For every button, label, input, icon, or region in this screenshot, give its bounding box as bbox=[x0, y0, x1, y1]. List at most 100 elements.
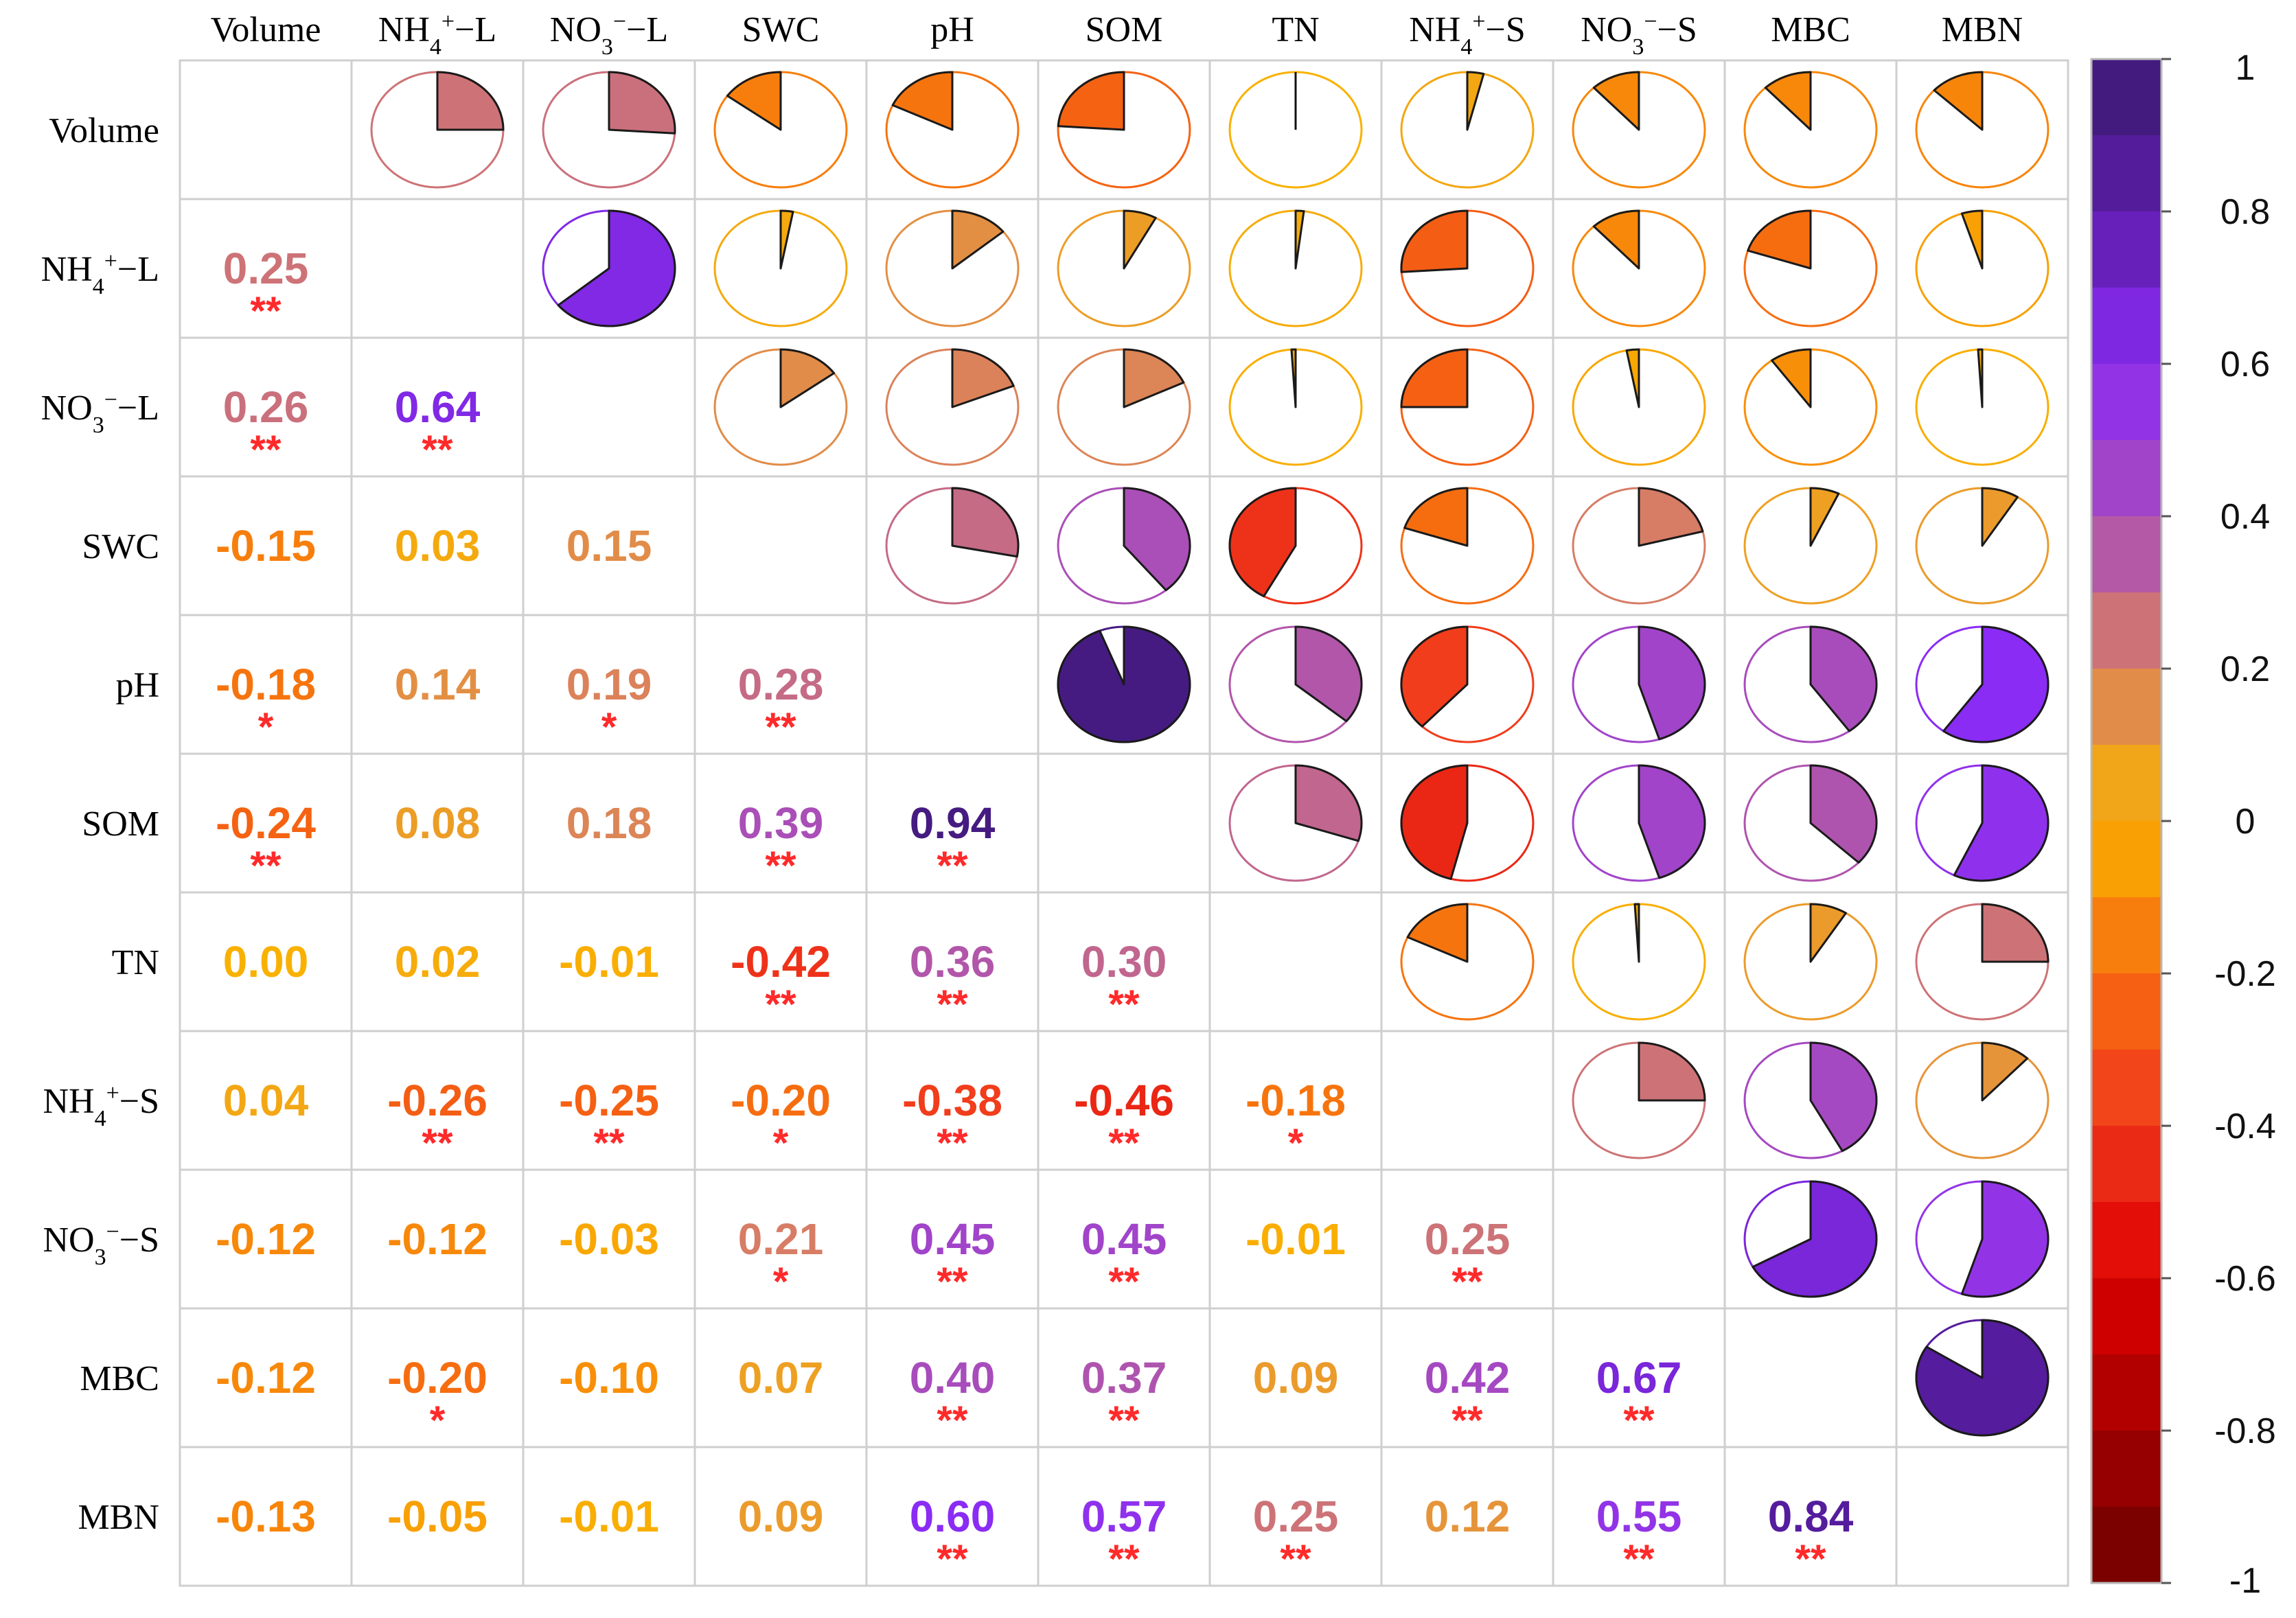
correlation-value: 0.37 bbox=[1081, 1353, 1167, 1402]
colorbar-segment bbox=[2091, 516, 2161, 593]
significance-stars: ** bbox=[1451, 1260, 1483, 1304]
pie-slice bbox=[1592, 209, 1640, 270]
pie-glyph bbox=[1400, 764, 1535, 882]
pie-slice bbox=[1915, 1319, 2050, 1437]
pie-glyph bbox=[1915, 625, 2050, 743]
significance-stars: ** bbox=[1108, 1260, 1140, 1304]
colorbar-tick-label: -1 bbox=[2229, 1561, 2261, 1601]
colorbar-tick-label: 1 bbox=[2236, 48, 2255, 88]
pie-slice bbox=[1123, 348, 1185, 408]
colorbar-tick-label: -0.2 bbox=[2214, 954, 2276, 994]
pie-glyph bbox=[1228, 348, 1363, 466]
pie-glyph bbox=[1400, 487, 1535, 605]
pie-glyph bbox=[1400, 71, 1535, 189]
pie-glyph bbox=[1228, 209, 1363, 327]
pie-slice bbox=[1400, 209, 1469, 273]
correlation-value: -0.26 bbox=[387, 1076, 487, 1125]
correlation-value: -0.13 bbox=[216, 1492, 316, 1541]
pie-slice bbox=[1960, 1180, 2050, 1298]
row-label: pH bbox=[115, 666, 159, 705]
column-label: SWC bbox=[742, 10, 820, 49]
pie-slice bbox=[1809, 625, 1878, 732]
correlation-value: 0.26 bbox=[223, 382, 309, 432]
colorbar-segment bbox=[2091, 364, 2161, 441]
pie-glyph bbox=[1743, 487, 1878, 605]
colorbar-segment bbox=[2091, 288, 2161, 365]
correlation-value: 0.00 bbox=[223, 937, 309, 986]
colorbar-segment bbox=[2091, 211, 2161, 288]
correlation-value: -0.01 bbox=[559, 1492, 659, 1541]
colorbar-segment bbox=[2091, 1507, 2161, 1584]
pie-slice bbox=[1809, 903, 1847, 963]
pie-slice bbox=[1981, 1041, 2029, 1102]
row-label: Volume bbox=[49, 111, 159, 150]
pie-glyph bbox=[1228, 625, 1363, 743]
significance-stars: ** bbox=[250, 428, 282, 472]
pie-glyph bbox=[1915, 903, 2050, 1021]
column-label: MBN bbox=[1942, 10, 2023, 49]
pie-slice bbox=[608, 71, 676, 135]
pie-glyph bbox=[1400, 903, 1535, 1021]
correlation-value: 0.25 bbox=[1425, 1214, 1511, 1264]
pie-slice bbox=[1638, 764, 1706, 879]
pie-slice bbox=[436, 71, 505, 131]
correlation-value: 0.57 bbox=[1081, 1492, 1167, 1541]
colorbar-segment bbox=[2091, 1278, 2161, 1355]
correlation-value: -0.20 bbox=[731, 1076, 831, 1125]
correlation-value: 0.19 bbox=[566, 660, 652, 709]
pie-glyph bbox=[1743, 209, 1878, 327]
pie-glyph bbox=[1743, 348, 1878, 466]
significance-stars: ** bbox=[1108, 982, 1140, 1027]
correlation-value: 0.09 bbox=[1253, 1353, 1339, 1402]
pie-slice bbox=[891, 71, 954, 131]
pie-glyph bbox=[1915, 71, 2050, 189]
pie-glyph bbox=[1572, 487, 1706, 605]
row-label: MBC bbox=[80, 1359, 159, 1398]
pie-slice bbox=[1466, 71, 1485, 131]
correlation-value: -0.12 bbox=[216, 1214, 316, 1264]
pie-glyph bbox=[1572, 1041, 1706, 1159]
correlation-value: -0.24 bbox=[216, 798, 316, 848]
column-label: NH4+−L bbox=[378, 9, 496, 60]
correlation-value: -0.25 bbox=[559, 1076, 659, 1125]
pie-slice bbox=[1953, 764, 2050, 882]
pie-slice bbox=[1638, 1041, 1706, 1102]
pie-glyph bbox=[1400, 348, 1535, 466]
significance-stars: ** bbox=[765, 844, 796, 888]
correlation-value: -0.05 bbox=[387, 1492, 487, 1541]
correlation-value: -0.42 bbox=[731, 937, 831, 986]
correlation-value: -0.03 bbox=[559, 1214, 659, 1264]
colorbar-segment bbox=[2091, 59, 2161, 136]
colorbar-segment bbox=[2091, 1431, 2161, 1507]
pie-slice bbox=[1290, 348, 1297, 408]
pie-slice bbox=[1400, 348, 1469, 408]
correlation-value: 0.42 bbox=[1425, 1353, 1511, 1402]
colorbar-segment bbox=[2091, 821, 2161, 898]
correlation-value: 0.03 bbox=[395, 521, 481, 570]
significance-stars: ** bbox=[1108, 1398, 1140, 1443]
significance-stars: ** bbox=[1795, 1537, 1826, 1582]
column-label: TN bbox=[1272, 10, 1319, 49]
row-label: NO3−−S bbox=[43, 1219, 159, 1270]
significance-stars: ** bbox=[1623, 1537, 1655, 1582]
colorbar-segment bbox=[2091, 440, 2161, 517]
pie-slice bbox=[1771, 348, 1812, 408]
correlation-value: 0.60 bbox=[910, 1492, 996, 1541]
pie-glyph bbox=[713, 209, 848, 327]
pie-glyph bbox=[1228, 71, 1363, 189]
correlation-value: 0.25 bbox=[1253, 1492, 1339, 1541]
correlation-value: -0.01 bbox=[559, 937, 659, 986]
pie-glyph bbox=[1228, 764, 1363, 882]
significance-stars: ** bbox=[1280, 1537, 1311, 1582]
pie-slice bbox=[1809, 487, 1840, 547]
pie-glyph bbox=[1400, 209, 1535, 327]
correlation-value: 0.55 bbox=[1596, 1492, 1682, 1541]
colorbar-segment bbox=[2091, 1050, 2161, 1126]
significance-stars: ** bbox=[765, 982, 796, 1027]
pie-glyph bbox=[1572, 764, 1706, 882]
column-label: pH bbox=[930, 10, 974, 49]
pie-slice bbox=[1294, 764, 1363, 842]
significance-stars: ** bbox=[937, 844, 968, 888]
colorbar-tick-label: -0.4 bbox=[2214, 1107, 2276, 1146]
pie-slice bbox=[1400, 764, 1469, 880]
